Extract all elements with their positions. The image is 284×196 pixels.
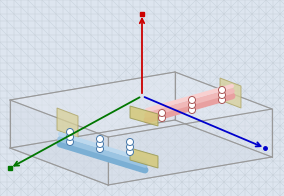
Circle shape — [126, 143, 133, 151]
Polygon shape — [10, 72, 175, 148]
Circle shape — [66, 133, 74, 141]
Circle shape — [158, 114, 166, 122]
Circle shape — [158, 110, 166, 116]
Circle shape — [126, 139, 133, 145]
Polygon shape — [130, 148, 158, 168]
Polygon shape — [220, 78, 241, 108]
Circle shape — [189, 96, 195, 103]
Polygon shape — [10, 100, 108, 185]
Circle shape — [189, 102, 195, 109]
Circle shape — [97, 141, 103, 148]
Circle shape — [66, 139, 74, 145]
Circle shape — [66, 129, 74, 135]
Circle shape — [97, 135, 103, 142]
Circle shape — [97, 145, 103, 152]
Polygon shape — [108, 109, 272, 185]
Circle shape — [218, 96, 225, 103]
Circle shape — [189, 106, 195, 113]
Polygon shape — [130, 106, 158, 126]
Polygon shape — [175, 72, 272, 157]
Circle shape — [126, 149, 133, 155]
Polygon shape — [10, 72, 272, 137]
Circle shape — [218, 92, 225, 99]
Polygon shape — [10, 120, 272, 185]
Polygon shape — [57, 108, 78, 138]
Circle shape — [218, 86, 225, 93]
